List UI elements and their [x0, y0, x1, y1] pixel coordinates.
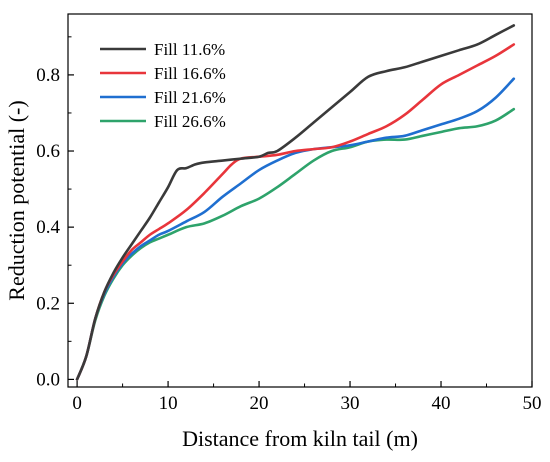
legend: Fill 11.6% Fill 16.6% Fill 21.6% Fill 26.6%	[100, 40, 226, 131]
x-tick-label: 50	[523, 393, 542, 414]
y-tick-label: 0.0	[36, 369, 60, 390]
y-axis-title: Reduction potential (-)	[4, 100, 29, 300]
legend-label: Fill 16.6%	[154, 64, 226, 83]
x-tick-label: 30	[341, 393, 360, 414]
x-tick-label: 40	[432, 393, 451, 414]
y-tick-label: 0.6	[36, 141, 60, 162]
y-tick-label: 0.4	[36, 217, 60, 238]
series-line-1	[75, 24, 516, 381]
x-tick-label: 10	[159, 393, 178, 414]
legend-label: Fill 26.6%	[154, 112, 226, 131]
x-tick-label: 0	[72, 393, 82, 414]
series-layer	[75, 24, 516, 381]
x-tick-label: 20	[250, 393, 269, 414]
ticks-layer: 0 10 20 30 40 50 0.0 0.2 0.4 0.6 0.8	[36, 36, 542, 414]
legend-label: Fill 21.6%	[154, 88, 226, 107]
series-line-2	[75, 43, 516, 381]
plot-frame	[67, 13, 533, 388]
y-tick-label: 0.2	[36, 293, 60, 314]
legend-label: Fill 11.6%	[154, 40, 225, 59]
x-axis-title: Distance from kiln tail (m)	[182, 426, 418, 451]
y-tick-label: 0.8	[36, 65, 60, 86]
